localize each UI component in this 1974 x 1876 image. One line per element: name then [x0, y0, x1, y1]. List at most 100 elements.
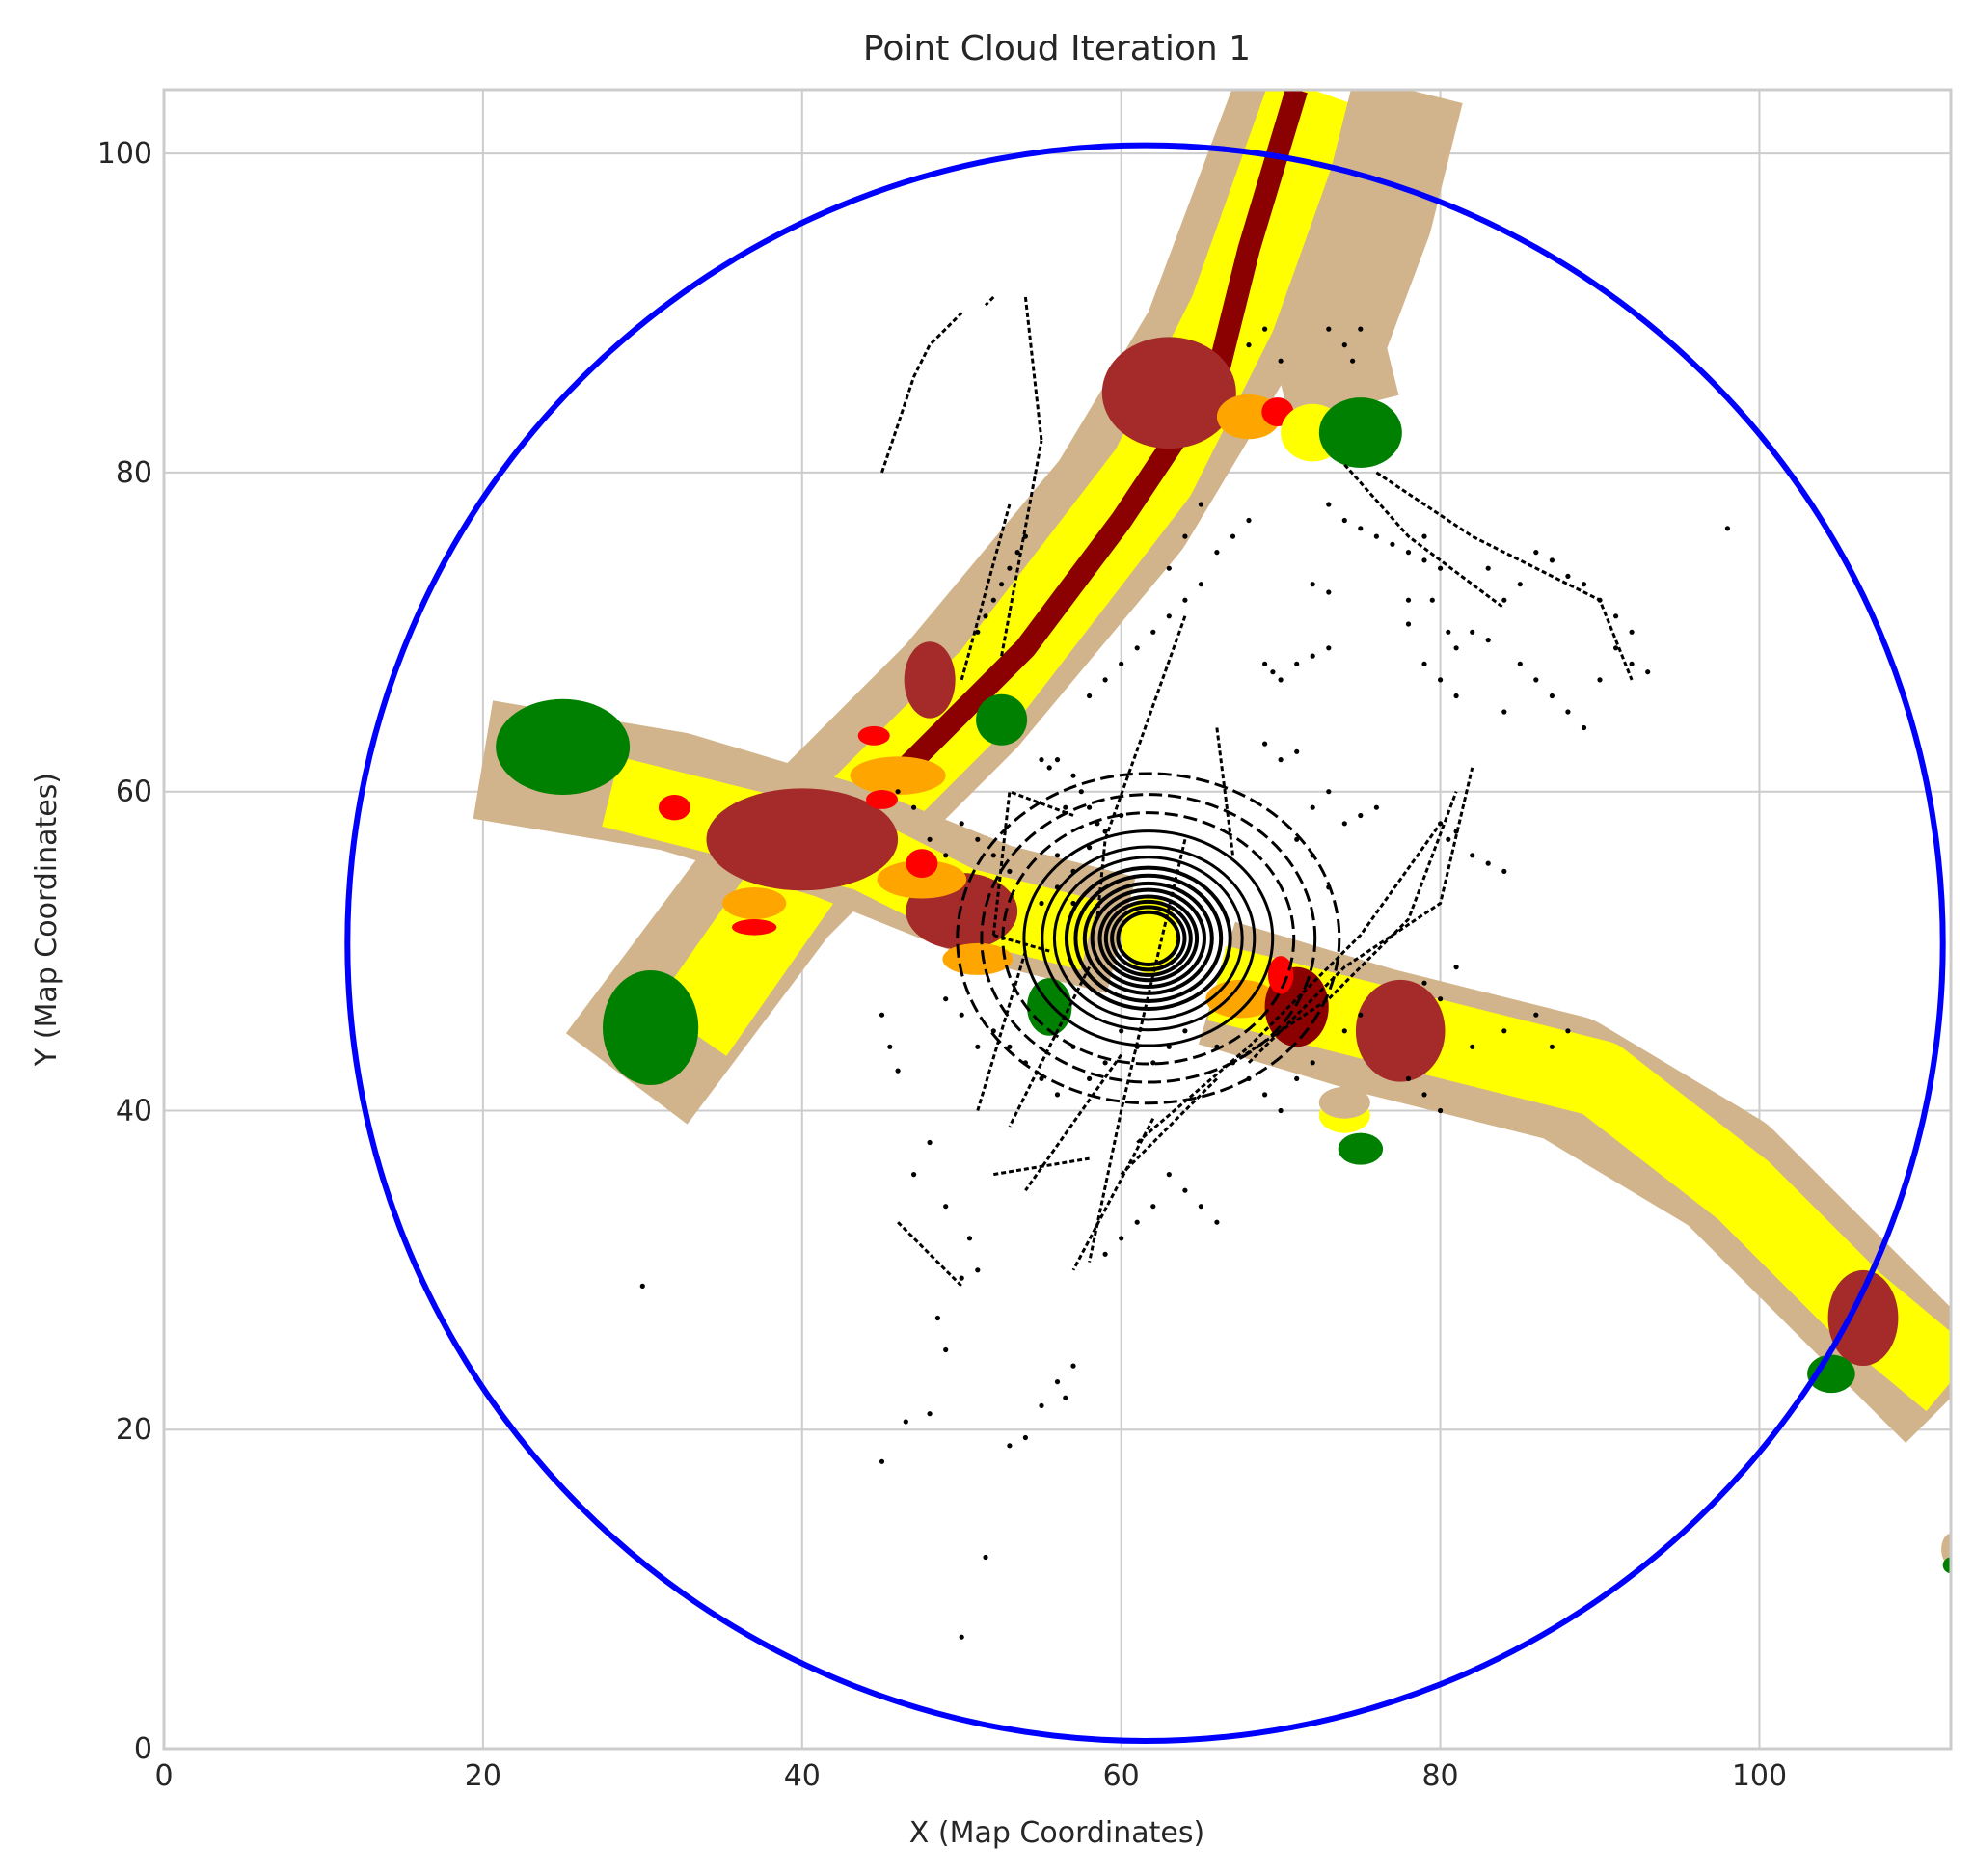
lidar-point [1022, 1434, 1028, 1441]
lidar-point [1438, 996, 1444, 1002]
lidar-point [1421, 533, 1427, 539]
lidar-point [1421, 661, 1427, 667]
lidar-point [1182, 533, 1188, 539]
lidar-trace [1120, 1077, 1218, 1176]
lidar-point [1198, 582, 1203, 587]
lidar-point [1070, 1044, 1076, 1049]
lidar-ring [1052, 856, 1244, 1021]
lidar-point [1405, 621, 1412, 627]
y-tick-label: 100 [97, 137, 152, 171]
lidar-point [1246, 342, 1252, 348]
lidar-point [1134, 1044, 1140, 1049]
lidar-point [1421, 980, 1427, 986]
lidar-point [990, 1028, 996, 1034]
lidar-trace [1024, 1053, 1122, 1192]
lidar-point [1533, 550, 1539, 556]
lidar-point [1150, 1204, 1156, 1210]
lidar-point [887, 1044, 893, 1049]
range-circle [344, 142, 1946, 1745]
lidar-point [1039, 1075, 1044, 1081]
lidar-point [1007, 565, 1013, 571]
x-tick-label: 0 [154, 1759, 173, 1793]
lidar-trace [1023, 296, 1043, 441]
lidar-point [983, 613, 988, 619]
lidar-point [975, 629, 981, 635]
lidar-point [1119, 661, 1124, 667]
lidar-point [1613, 613, 1619, 619]
lidar-point [1597, 597, 1603, 603]
lidar-point [1007, 868, 1013, 875]
lidar-point [1166, 613, 1172, 619]
lidar-point [1230, 533, 1236, 539]
lidar-point [1421, 1092, 1427, 1098]
occupancy-cell-brown [1355, 979, 1446, 1082]
lidar-trace [897, 1221, 963, 1288]
lidar-point [1326, 645, 1332, 651]
lidar-point [1166, 1044, 1172, 1049]
lidar-point [1070, 900, 1076, 907]
lidar-point [1087, 804, 1093, 810]
lidar-point [1294, 661, 1300, 667]
lidar-point [1230, 1060, 1236, 1066]
x-tick-label: 80 [1421, 1759, 1458, 1793]
lidar-point [1453, 645, 1459, 651]
occupancy-cell-green [1338, 1132, 1384, 1165]
lidar-point [1358, 812, 1364, 819]
lidar-ring [980, 793, 1317, 1084]
lidar-point [1565, 1028, 1571, 1034]
lidar-point [1613, 645, 1619, 651]
lidar-trace [984, 295, 995, 307]
lidar-trace [880, 312, 963, 474]
lidar-point [1533, 1012, 1539, 1018]
x-tick-label: 60 [1103, 1759, 1140, 1793]
lidar-point [1438, 1107, 1444, 1114]
lidar-trace [1071, 1118, 1155, 1271]
lidar-point [1470, 1044, 1475, 1049]
lidar-point [1070, 1363, 1076, 1369]
lidar-point [1581, 724, 1587, 731]
lidar-ring [1097, 894, 1200, 983]
lidar-point [911, 1172, 917, 1178]
lidar-point [1007, 1044, 1013, 1049]
lidar-trace [1215, 727, 1234, 856]
x-tick-labels: 0 20 40 60 80 100 [154, 1759, 1787, 1793]
lidar-point [1501, 1028, 1507, 1034]
grid-lines [163, 90, 1951, 1750]
lidar-point [1549, 1044, 1555, 1049]
lidar-point [1341, 517, 1347, 524]
x-tick-label: 20 [465, 1759, 501, 1793]
lidar-point [1326, 326, 1332, 332]
lidar-point [1294, 1075, 1300, 1081]
lidar-trace [1136, 822, 1442, 1144]
lidar-point [1150, 1060, 1156, 1066]
lidar-point [1341, 1028, 1347, 1034]
lidar-point [959, 1634, 964, 1640]
lidar-point [1326, 884, 1332, 890]
lidar-point [1358, 526, 1364, 531]
lidar-point [1446, 629, 1451, 635]
lidar-point [1262, 1092, 1268, 1098]
lidar-point [990, 853, 996, 858]
y-tick-label: 80 [116, 456, 152, 490]
lidar-point [1278, 677, 1284, 683]
lidar-trace [1008, 965, 1091, 1128]
lidar-point [903, 1419, 908, 1425]
lidar-trace [976, 950, 1027, 1111]
lidar-point [1182, 1028, 1188, 1034]
lidar-point [1565, 709, 1571, 715]
lidar-point [959, 821, 964, 827]
lidar-point [1429, 597, 1435, 603]
lidar-point [1310, 804, 1315, 810]
lidar-trace [992, 934, 1050, 953]
lidar-point [1485, 638, 1491, 643]
lidar-point [1102, 677, 1108, 683]
lidar-ring [956, 772, 1341, 1105]
lidar-point [1405, 1075, 1412, 1081]
x-axis-label: X (Map Coordinates) [909, 1816, 1204, 1850]
occupancy-road-layer [473, 90, 1951, 1444]
lidar-point [1054, 884, 1061, 890]
lidar-point [1102, 1060, 1108, 1066]
lidar-point [1134, 1219, 1140, 1225]
lidar-ring [1103, 899, 1193, 977]
occupancy-cell-red [906, 849, 938, 879]
